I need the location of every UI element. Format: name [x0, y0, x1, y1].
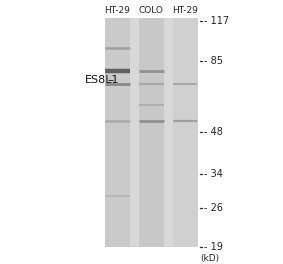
- Text: - 26: - 26: [204, 203, 223, 213]
- Text: - 117: - 117: [204, 16, 229, 26]
- Text: HT-29: HT-29: [172, 6, 198, 15]
- Bar: [105, 18, 130, 247]
- Text: --: --: [108, 76, 115, 86]
- Bar: [139, 18, 164, 247]
- Text: - 19: - 19: [204, 242, 223, 252]
- Text: - 48: - 48: [204, 127, 223, 137]
- Text: - 34: - 34: [204, 169, 223, 180]
- Bar: [173, 18, 198, 247]
- Text: (kD): (kD): [200, 254, 219, 263]
- Text: COLO: COLO: [139, 6, 164, 15]
- Text: HT-29: HT-29: [104, 6, 130, 15]
- Text: ES8L1: ES8L1: [85, 76, 119, 86]
- Bar: [105, 18, 198, 247]
- Text: - 85: - 85: [204, 56, 223, 66]
